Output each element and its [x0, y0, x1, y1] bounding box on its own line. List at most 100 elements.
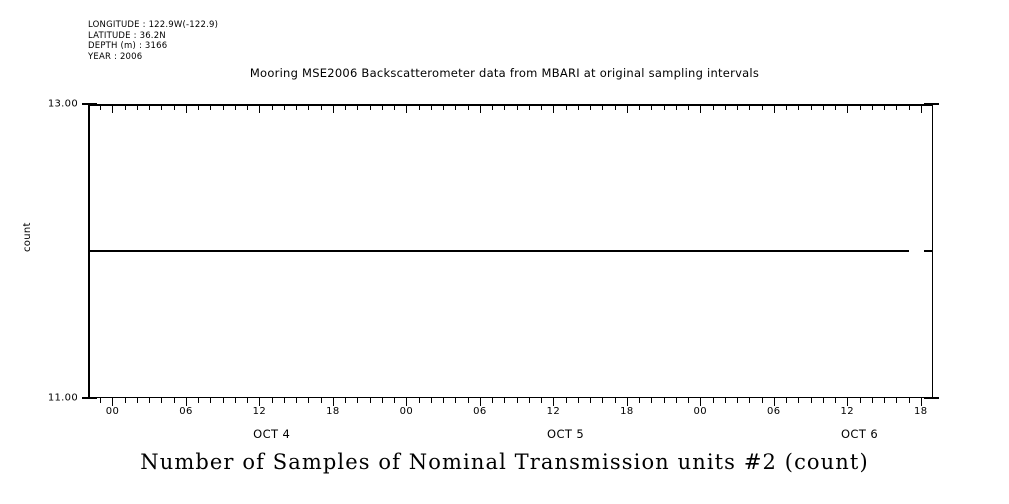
x-tick-top: [688, 104, 690, 110]
y-tick-right: [924, 103, 939, 105]
x-tick-top: [149, 104, 151, 110]
x-tick-top: [100, 104, 102, 110]
x-tick-bottom: [773, 396, 775, 406]
x-tick-bottom: [320, 396, 322, 403]
x-tick-bottom: [590, 396, 592, 403]
x-tick-bottom: [345, 396, 347, 403]
metadata-year: YEAR : 2006: [88, 51, 143, 62]
chart-title: Mooring MSE2006 Backscatterometer data f…: [249, 66, 760, 80]
x-tick-top: [406, 104, 408, 113]
x-tick-top: [749, 104, 751, 110]
x-tick-top: [381, 104, 383, 110]
x-tick-top: [651, 104, 653, 110]
x-tick-bottom: [271, 396, 273, 403]
x-tick-bottom: [369, 396, 371, 403]
x-tick-bottom: [357, 396, 359, 403]
x-tick-top: [590, 104, 592, 110]
x-tick-top: [712, 104, 714, 110]
x-tick-bottom: [712, 396, 714, 403]
axis-top: [88, 104, 933, 106]
figure-caption: Number of Samples of Nominal Transmissio…: [140, 450, 869, 474]
station-metadata: LONGITUDE : 122.9W(-122.9) LATITUDE : 36…: [88, 20, 218, 62]
x-tick-top: [859, 104, 861, 110]
x-tick-top: [541, 104, 543, 110]
x-tick-bottom: [492, 396, 494, 403]
x-tick-top: [467, 104, 469, 110]
x-tick-top: [222, 104, 224, 110]
x-tick-bottom: [332, 396, 334, 406]
y-tick-right: [924, 250, 933, 252]
x-tick-bottom: [173, 396, 175, 403]
x-tick-bottom: [700, 396, 702, 406]
x-tick-bottom: [663, 396, 665, 403]
x-tick-bottom: [602, 396, 604, 403]
x-tick-top: [124, 104, 126, 110]
x-tick-bottom: [455, 396, 457, 403]
x-tick-bottom: [688, 396, 690, 403]
x-tick-bottom: [149, 396, 151, 403]
x-tick-bottom: [675, 396, 677, 403]
x-tick-bottom: [737, 396, 739, 403]
x-tick-top: [884, 104, 885, 110]
x-tick-top: [663, 104, 665, 110]
x-tick-bottom: [639, 396, 641, 403]
x-tick-label: 18: [913, 406, 928, 417]
x-tick-bottom: [430, 396, 432, 403]
x-tick-bottom: [920, 396, 922, 406]
x-tick-top: [296, 104, 298, 110]
x-tick-bottom: [786, 396, 788, 403]
x-tick-bottom: [798, 396, 800, 403]
x-tick-bottom: [308, 396, 310, 403]
x-tick-bottom: [908, 396, 910, 403]
x-tick-bottom: [884, 396, 885, 403]
x-tick-top: [332, 104, 334, 113]
x-tick-top: [357, 104, 359, 110]
x-tick-top: [724, 104, 726, 110]
x-tick-bottom: [259, 396, 261, 406]
x-tick-top: [516, 104, 518, 110]
x-tick-top: [271, 104, 273, 110]
x-tick-top: [443, 104, 445, 110]
x-tick-top: [234, 104, 236, 110]
x-tick-top: [626, 104, 628, 113]
x-tick-label: 00: [399, 406, 414, 417]
x-tick-top: [247, 104, 249, 110]
x-tick-top: [430, 104, 432, 110]
x-tick-bottom: [161, 396, 163, 403]
x-tick-bottom: [283, 396, 285, 403]
x-tick-bottom: [136, 396, 138, 403]
x-tick-top: [822, 104, 824, 110]
x-tick-bottom: [553, 396, 555, 406]
x-tick-top: [210, 104, 212, 110]
x-tick-top: [492, 104, 494, 110]
x-tick-top: [136, 104, 138, 110]
x-tick-top: [602, 104, 604, 110]
x-tick-top: [896, 104, 898, 110]
plot-area: 13.00 11.00: [48, 99, 939, 406]
x-tick-top: [185, 104, 187, 113]
x-tick-top: [577, 104, 579, 110]
x-tick-label: 12: [546, 406, 561, 417]
x-tick-bottom: [234, 396, 236, 403]
x-tick-bottom: [247, 396, 249, 403]
x-tick-bottom: [112, 396, 114, 406]
x-tick-top: [835, 104, 837, 110]
y-axis-label: count: [22, 222, 33, 252]
x-tick-top: [737, 104, 739, 110]
x-tick-top: [847, 104, 849, 113]
y-tick-left: [82, 397, 97, 399]
x-tick-top: [320, 104, 322, 110]
x-tick-top: [639, 104, 641, 110]
x-tick-bottom: [896, 396, 898, 403]
axis-bottom: [88, 396, 933, 398]
x-tick-bottom: [185, 396, 187, 406]
x-tick-top: [308, 104, 310, 110]
x-day-label: OCT 6: [840, 427, 879, 441]
x-tick-top: [418, 104, 420, 110]
x-tick-top: [345, 104, 347, 110]
x-tick-bottom: [528, 396, 530, 403]
x-tick-bottom: [651, 396, 653, 403]
x-tick-top: [504, 104, 506, 110]
x-tick-top: [700, 104, 702, 113]
x-tick-bottom: [626, 396, 628, 406]
